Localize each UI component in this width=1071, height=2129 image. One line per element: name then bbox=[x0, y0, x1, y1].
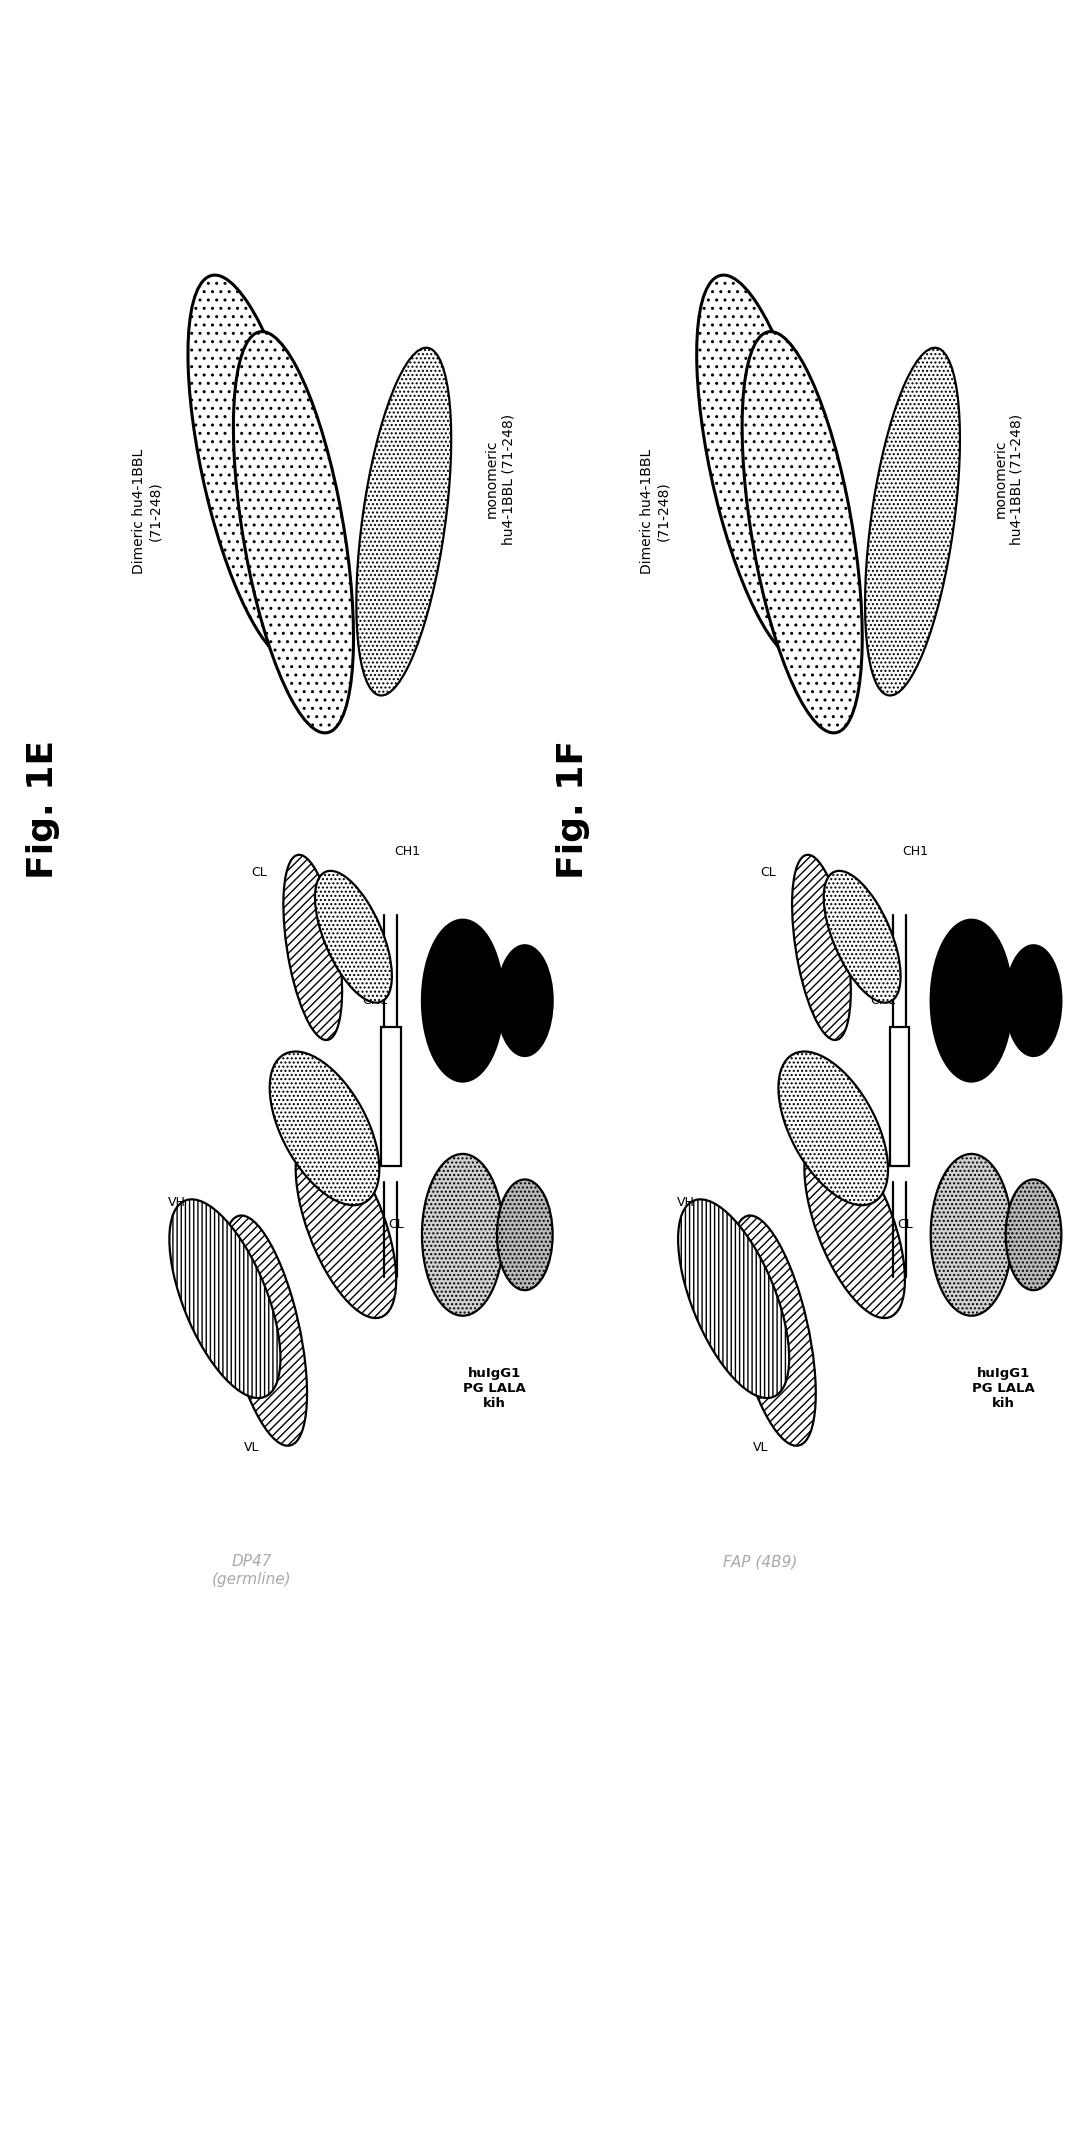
Circle shape bbox=[1006, 945, 1061, 1056]
Circle shape bbox=[422, 920, 503, 1082]
Ellipse shape bbox=[270, 1052, 379, 1205]
Ellipse shape bbox=[779, 1052, 888, 1205]
Ellipse shape bbox=[315, 871, 392, 1003]
Text: VL: VL bbox=[244, 1441, 259, 1454]
Text: CH1: CH1 bbox=[362, 994, 388, 1007]
Circle shape bbox=[931, 1154, 1012, 1316]
Ellipse shape bbox=[793, 854, 850, 1041]
Text: CL: CL bbox=[252, 867, 267, 879]
Circle shape bbox=[931, 920, 1012, 1082]
Ellipse shape bbox=[824, 871, 901, 1003]
Ellipse shape bbox=[296, 1130, 396, 1318]
Text: CH1: CH1 bbox=[871, 994, 896, 1007]
Ellipse shape bbox=[678, 1199, 789, 1399]
Ellipse shape bbox=[804, 1130, 905, 1318]
Text: CH1: CH1 bbox=[903, 845, 929, 858]
Circle shape bbox=[497, 1179, 553, 1290]
Ellipse shape bbox=[284, 854, 342, 1041]
Text: Fig. 1E: Fig. 1E bbox=[26, 739, 60, 879]
Bar bbox=[381, 1026, 401, 1165]
Text: VH: VH bbox=[168, 1196, 185, 1209]
Ellipse shape bbox=[742, 332, 862, 732]
Text: monomeric
hu4-1BBL (71-248): monomeric hu4-1BBL (71-248) bbox=[994, 413, 1024, 545]
Text: huIgG1
PG LALA
kih: huIgG1 PG LALA kih bbox=[972, 1367, 1035, 1409]
Text: DP47
(germline): DP47 (germline) bbox=[212, 1554, 291, 1586]
Ellipse shape bbox=[169, 1199, 281, 1399]
Text: huIgG1
PG LALA
kih: huIgG1 PG LALA kih bbox=[464, 1367, 526, 1409]
Text: Dimeric hu4-1BBL
(71-248): Dimeric hu4-1BBL (71-248) bbox=[640, 449, 670, 573]
Text: FAP (4B9): FAP (4B9) bbox=[723, 1554, 798, 1569]
Text: CL: CL bbox=[389, 1218, 404, 1231]
Circle shape bbox=[497, 945, 553, 1056]
Ellipse shape bbox=[222, 1216, 307, 1446]
Text: VL: VL bbox=[753, 1441, 768, 1454]
Circle shape bbox=[422, 1154, 503, 1316]
Bar bbox=[890, 1026, 909, 1165]
Circle shape bbox=[1006, 1179, 1061, 1290]
Text: VH: VH bbox=[677, 1196, 694, 1209]
Text: CL: CL bbox=[897, 1218, 912, 1231]
Ellipse shape bbox=[696, 275, 829, 662]
Text: CH1: CH1 bbox=[394, 845, 420, 858]
Ellipse shape bbox=[233, 332, 353, 732]
Text: Fig. 1F: Fig. 1F bbox=[556, 739, 590, 879]
Text: Dimeric hu4-1BBL
(71-248): Dimeric hu4-1BBL (71-248) bbox=[132, 449, 162, 573]
Text: CL: CL bbox=[760, 867, 775, 879]
Text: monomeric
hu4-1BBL (71-248): monomeric hu4-1BBL (71-248) bbox=[485, 413, 515, 545]
Ellipse shape bbox=[357, 347, 451, 696]
Ellipse shape bbox=[187, 275, 320, 662]
Ellipse shape bbox=[865, 347, 960, 696]
Ellipse shape bbox=[730, 1216, 816, 1446]
